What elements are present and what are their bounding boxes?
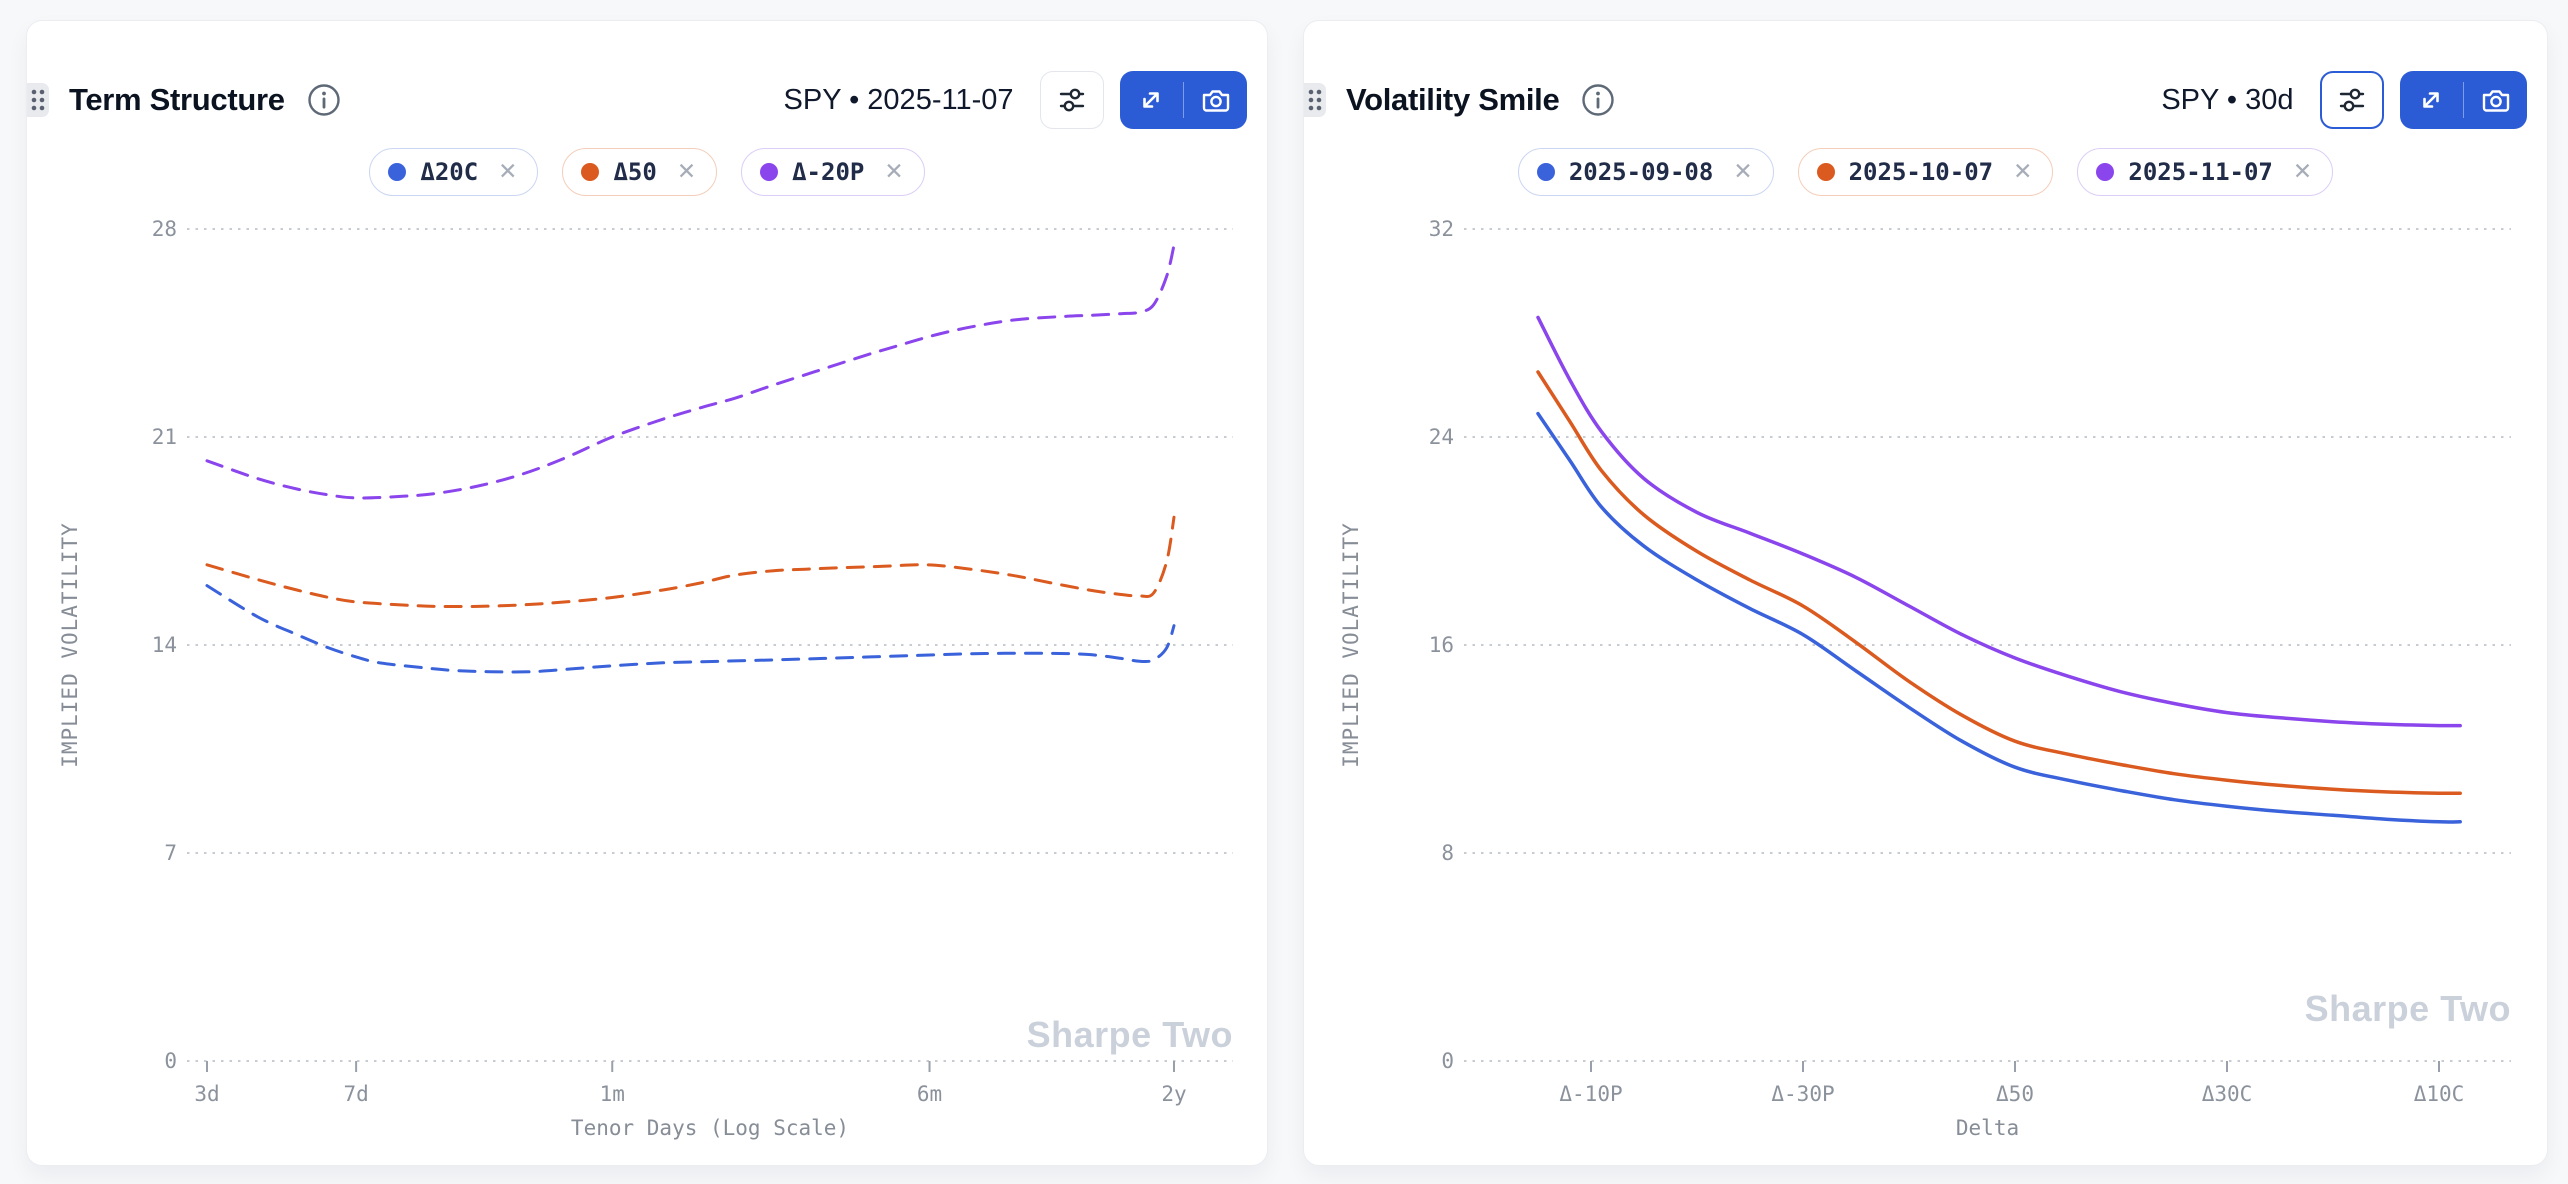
legend-chip-label: Δ-20P (792, 158, 865, 186)
divider (1182, 82, 1184, 118)
series-color-dot (1816, 163, 1835, 181)
grip-dots-icon (1308, 89, 1322, 111)
legend-chip-label: Δ20C (420, 158, 479, 186)
legend-chip-label: 2025-11-07 (2128, 158, 2273, 186)
close-icon[interactable]: ✕ (2292, 158, 2313, 185)
expand-icon (2423, 92, 2439, 108)
chart-settings-button[interactable] (1039, 71, 1104, 129)
legend-chip[interactable]: 2025-09-08 ✕ (1517, 148, 1774, 196)
svg-text:Tenor Days (Log Scale): Tenor Days (Log Scale) (571, 1116, 849, 1140)
legend-chip[interactable]: Δ20C ✕ (369, 148, 539, 196)
info-icon[interactable] (1581, 83, 1615, 117)
page-title: Term Structure (69, 82, 285, 117)
camera-icon (2482, 90, 2509, 112)
camera-icon (1202, 90, 1229, 112)
svg-text:14: 14 (152, 633, 177, 657)
svg-text:6m: 6m (917, 1082, 942, 1106)
snapshot-button[interactable] (2464, 71, 2527, 129)
sliders-icon (2339, 88, 2364, 112)
series-color-dot (388, 163, 407, 181)
legend-chip[interactable]: 2025-10-07 ✕ (1797, 148, 2054, 196)
close-icon[interactable]: ✕ (1733, 158, 1753, 185)
svg-text:2y: 2y (1161, 1082, 1186, 1106)
svg-text:1m: 1m (600, 1082, 625, 1106)
volatility-smile-panel: 0 8 16 24 32 Δ-10P Δ-30P Δ50 Δ30C Δ10C Delta IMPLIE… (1303, 20, 2548, 1166)
sliders-icon (1059, 88, 1084, 112)
close-icon[interactable]: ✕ (2013, 158, 2033, 185)
svg-text:Δ30C: Δ30C (2202, 1082, 2253, 1106)
drag-handle-icon[interactable] (27, 83, 49, 117)
chart-actions-group (1119, 71, 1247, 129)
svg-text:IMPLIED VOLATILITY: IMPLIED VOLATILITY (58, 522, 82, 768)
volatility-smile-header: Volatility Smile SPY • 30d (1304, 67, 2527, 133)
series-color-dot (581, 163, 600, 181)
svg-text:Δ50: Δ50 (1996, 1082, 2034, 1106)
svg-text:7d: 7d (343, 1082, 368, 1106)
svg-text:28: 28 (152, 217, 177, 241)
legend-chip-label: 2025-10-07 (1848, 158, 1994, 186)
term-structure-header: Term Structure SPY • 2025-11-07 (27, 67, 1247, 133)
snapshot-button[interactable] (1184, 71, 1247, 129)
svg-text:21: 21 (152, 425, 177, 449)
svg-text:7: 7 (164, 841, 177, 865)
symbol-date-label: SPY • 2025-11-07 (783, 83, 1014, 116)
svg-text:Sharpe Two: Sharpe Two (1027, 1014, 1233, 1055)
legend: Δ20C ✕ Δ50 ✕ Δ-20P ✕ (27, 147, 1267, 197)
svg-text:Sharpe Two: Sharpe Two (2305, 988, 2511, 1029)
close-icon[interactable]: ✕ (884, 158, 904, 185)
legend-chip-label: 2025-09-08 (1568, 158, 1714, 186)
svg-text:3d: 3d (194, 1082, 219, 1106)
term-structure-panel: 0 7 14 21 28 3d 7d 1m 6m 2y Tenor Days (Log Scale)… (26, 20, 1268, 1166)
svg-text:8: 8 (1441, 841, 1454, 865)
svg-text:0: 0 (164, 1049, 177, 1073)
volatility-smile-chart[interactable]: 0 8 16 24 32 Δ-10P Δ-30P Δ50 Δ30C Δ10C Delta IMPLIE… (1304, 21, 2549, 1167)
series-color-dot (2096, 163, 2115, 181)
legend-chip[interactable]: Δ50 ✕ (562, 148, 718, 196)
drag-handle-icon[interactable] (1304, 83, 1326, 117)
symbol-tenor-label: SPY • 30d (2161, 83, 2294, 116)
legend: 2025-09-08 ✕ 2025-10-07 ✕ 2025-11-07 ✕ (1304, 147, 2547, 197)
close-icon[interactable]: ✕ (676, 158, 697, 185)
expand-button[interactable] (1120, 71, 1183, 129)
svg-text:Δ-30P: Δ-30P (1771, 1082, 1834, 1106)
close-icon[interactable]: ✕ (498, 158, 518, 185)
chart-actions-group (2399, 71, 2527, 129)
term-structure-chart[interactable]: 0 7 14 21 28 3d 7d 1m 6m 2y Tenor Days (Log Scale)… (27, 21, 1269, 1167)
grip-dots-icon (31, 89, 45, 111)
info-icon[interactable] (307, 83, 341, 117)
expand-icon (1143, 92, 1159, 108)
legend-chip-label: Δ50 (613, 158, 657, 186)
svg-text:Delta: Delta (1956, 1116, 2019, 1140)
expand-button[interactable] (2400, 71, 2463, 129)
svg-text:Δ10C: Δ10C (2414, 1082, 2465, 1106)
page-title: Volatility Smile (1346, 82, 1560, 117)
series-color-dot (760, 163, 779, 181)
legend-chip[interactable]: 2025-11-07 ✕ (2077, 148, 2334, 196)
svg-text:IMPLIED VOLATILITY: IMPLIED VOLATILITY (1339, 522, 1363, 768)
svg-text:0: 0 (1441, 1049, 1454, 1073)
series-color-dot (1536, 163, 1555, 181)
svg-text:Δ-10P: Δ-10P (1559, 1082, 1622, 1106)
chart-settings-button[interactable] (2319, 71, 2384, 129)
divider (2462, 82, 2464, 118)
legend-chip[interactable]: Δ-20P ✕ (741, 148, 925, 196)
svg-text:32: 32 (1429, 217, 1454, 241)
svg-text:16: 16 (1429, 633, 1454, 657)
svg-text:24: 24 (1429, 425, 1454, 449)
